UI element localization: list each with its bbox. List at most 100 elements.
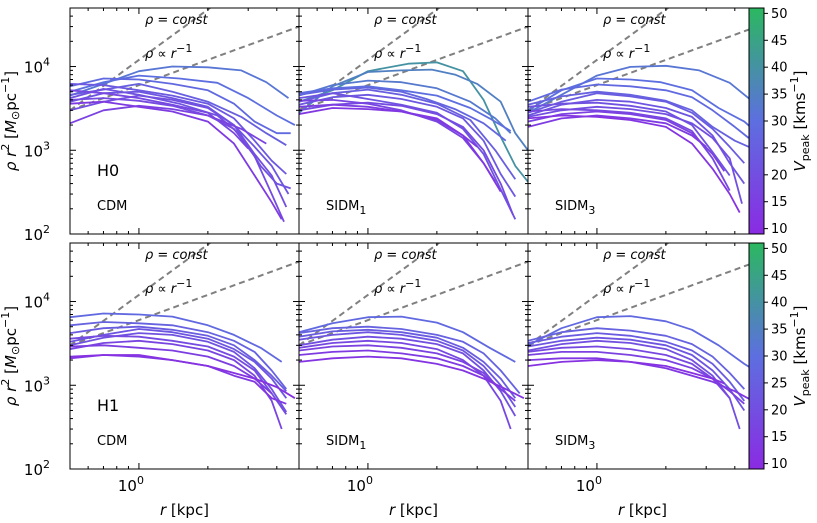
density-profile-line bbox=[528, 114, 707, 148]
y-axis-label: ρ r2 [M⊙pc−1] bbox=[0, 306, 22, 406]
cb-label-exp: −1 bbox=[788, 76, 801, 92]
model-sub: 3 bbox=[588, 439, 595, 452]
ref-line-rho-const bbox=[70, 243, 212, 347]
ref-label-rho-r-1: ρ ∝ r−1 bbox=[145, 42, 192, 62]
colorbar-tick-value: 30 bbox=[771, 115, 788, 130]
density-profile-line bbox=[528, 357, 754, 402]
panel-h0-sidm3: ρ = const ρ ∝ r−1 SIDM3 bbox=[527, 7, 758, 235]
colorbar-tick-label: 50 bbox=[771, 7, 788, 22]
model-label: SIDM bbox=[555, 199, 588, 214]
colorbar-tick-label: 40 bbox=[771, 61, 788, 76]
density-profile-line bbox=[70, 344, 273, 395]
density-profile-line bbox=[299, 79, 512, 134]
rho-r-label: ρ ∝ r bbox=[145, 282, 178, 297]
model-label: CDM bbox=[97, 434, 127, 449]
colorbar-tick-value: 10 bbox=[771, 222, 788, 237]
rho-r-label: ρ ∝ r bbox=[374, 282, 407, 297]
model-label: SIDM1 bbox=[326, 434, 366, 452]
density-profile-line bbox=[70, 89, 249, 150]
density-profile-line bbox=[70, 90, 290, 195]
density-profile-line bbox=[299, 61, 528, 183]
ytick-exp: 2 bbox=[43, 458, 50, 471]
colorbar-tick-label: 20 bbox=[771, 403, 788, 418]
colorbar-tick-label: 50 bbox=[771, 242, 788, 257]
ref-line-rho-const bbox=[299, 8, 441, 112]
colorbar-tick-value: 15 bbox=[771, 430, 788, 445]
density-profile-line bbox=[70, 74, 296, 126]
ylabel-exp: −1 bbox=[0, 312, 12, 328]
ytick-exp: 3 bbox=[43, 374, 50, 387]
xtick-base: 10 bbox=[118, 477, 137, 495]
density-profile-line bbox=[528, 327, 745, 390]
ref-line-rho-r-1 bbox=[70, 25, 299, 112]
ytick-base: 10 bbox=[24, 142, 43, 160]
halo-label: H0 bbox=[97, 161, 119, 180]
x-tick-label: 100 bbox=[118, 474, 144, 495]
colorbar-tick-value: 45 bbox=[771, 34, 788, 49]
ref-label-rho-const: ρ = const bbox=[603, 248, 667, 263]
rho-r-label: ρ ∝ r bbox=[603, 282, 636, 297]
ref-label-rho-r-1: ρ ∝ r−1 bbox=[603, 42, 650, 62]
colorbar-tick-value: 40 bbox=[771, 61, 788, 76]
rho-r-label: ρ ∝ r bbox=[603, 47, 636, 62]
colorbar-tick-value: 20 bbox=[771, 403, 788, 418]
density-profile-line bbox=[70, 83, 287, 146]
model-sub: 1 bbox=[359, 204, 366, 217]
profile-lines bbox=[70, 243, 299, 430]
model-sub: 3 bbox=[588, 204, 595, 217]
xlabel-unit: [kpc] bbox=[624, 501, 667, 519]
density-profile-line bbox=[70, 321, 288, 390]
density-profile-line bbox=[70, 83, 287, 175]
density-profile-line bbox=[528, 101, 731, 177]
density-profile-line bbox=[70, 334, 288, 415]
density-profile-line bbox=[299, 101, 514, 216]
ref-label-rho-const: ρ = const bbox=[603, 13, 667, 28]
colorbar-tick-value: 50 bbox=[771, 242, 788, 257]
density-profile-line bbox=[528, 99, 746, 185]
colorbar-tick-label: 20 bbox=[771, 168, 788, 183]
profile-lines bbox=[528, 8, 757, 214]
rho-const-label: ρ = const bbox=[603, 248, 667, 263]
ylabel-sq: 2 bbox=[0, 379, 12, 386]
colorbar-tick-value: 30 bbox=[771, 350, 788, 365]
density-profile-line bbox=[528, 114, 741, 214]
ref-line-rho-r-1 bbox=[70, 260, 299, 347]
xlabel-unit: [kpc] bbox=[166, 501, 209, 519]
colorbar-tick-label: 30 bbox=[771, 350, 788, 365]
colorbar-tick-value: 40 bbox=[771, 296, 788, 311]
panel-h1-sidm1: ρ = const ρ ∝ r−1 SIDM1 100 r [kpc] bbox=[298, 242, 529, 519]
rho-r-exp: −1 bbox=[634, 277, 650, 290]
model-label: SIDM3 bbox=[555, 434, 595, 452]
colorbar-tick-label: 25 bbox=[771, 376, 788, 391]
ylabel-sun: ⊙ bbox=[9, 346, 22, 355]
xlabel-r: r bbox=[160, 501, 167, 519]
xtick-exp: 0 bbox=[137, 474, 144, 487]
ylabel-open: [ bbox=[2, 368, 20, 379]
density-profile-line bbox=[528, 92, 745, 164]
xlabel-unit: [kpc] bbox=[395, 501, 438, 519]
density-profile-line bbox=[528, 359, 725, 385]
halo-label: H1 bbox=[97, 396, 119, 415]
panel-h0-sidm1: ρ = const ρ ∝ r−1 SIDM1 bbox=[298, 7, 529, 235]
colorbar-tick-label: 40 bbox=[771, 296, 788, 311]
density-profile-line bbox=[70, 104, 267, 145]
colorbar-label: Vpeak [kms−1] bbox=[788, 306, 812, 407]
density-profile-line bbox=[70, 77, 291, 135]
density-profile-line bbox=[70, 354, 296, 399]
density-profile-line bbox=[70, 328, 288, 399]
density-profile-line bbox=[299, 99, 497, 183]
ylabel-unit: pc bbox=[2, 328, 20, 346]
model-label: SIDM bbox=[326, 434, 359, 449]
halo-label: H1 bbox=[97, 396, 119, 415]
ref-line-rho-const bbox=[70, 8, 212, 112]
colorbar-tick-label: 10 bbox=[771, 457, 788, 472]
xtick-base: 10 bbox=[347, 477, 366, 495]
ylabel-close: ] bbox=[2, 71, 20, 77]
colorbar-tick-label: 30 bbox=[771, 115, 788, 130]
colorbar-tick-value: 25 bbox=[771, 141, 788, 156]
rho-const-label: ρ = const bbox=[374, 13, 438, 28]
ylabel-msun: M bbox=[2, 355, 20, 368]
ylabel-unit: pc bbox=[2, 93, 20, 111]
xtick-exp: 0 bbox=[366, 474, 373, 487]
